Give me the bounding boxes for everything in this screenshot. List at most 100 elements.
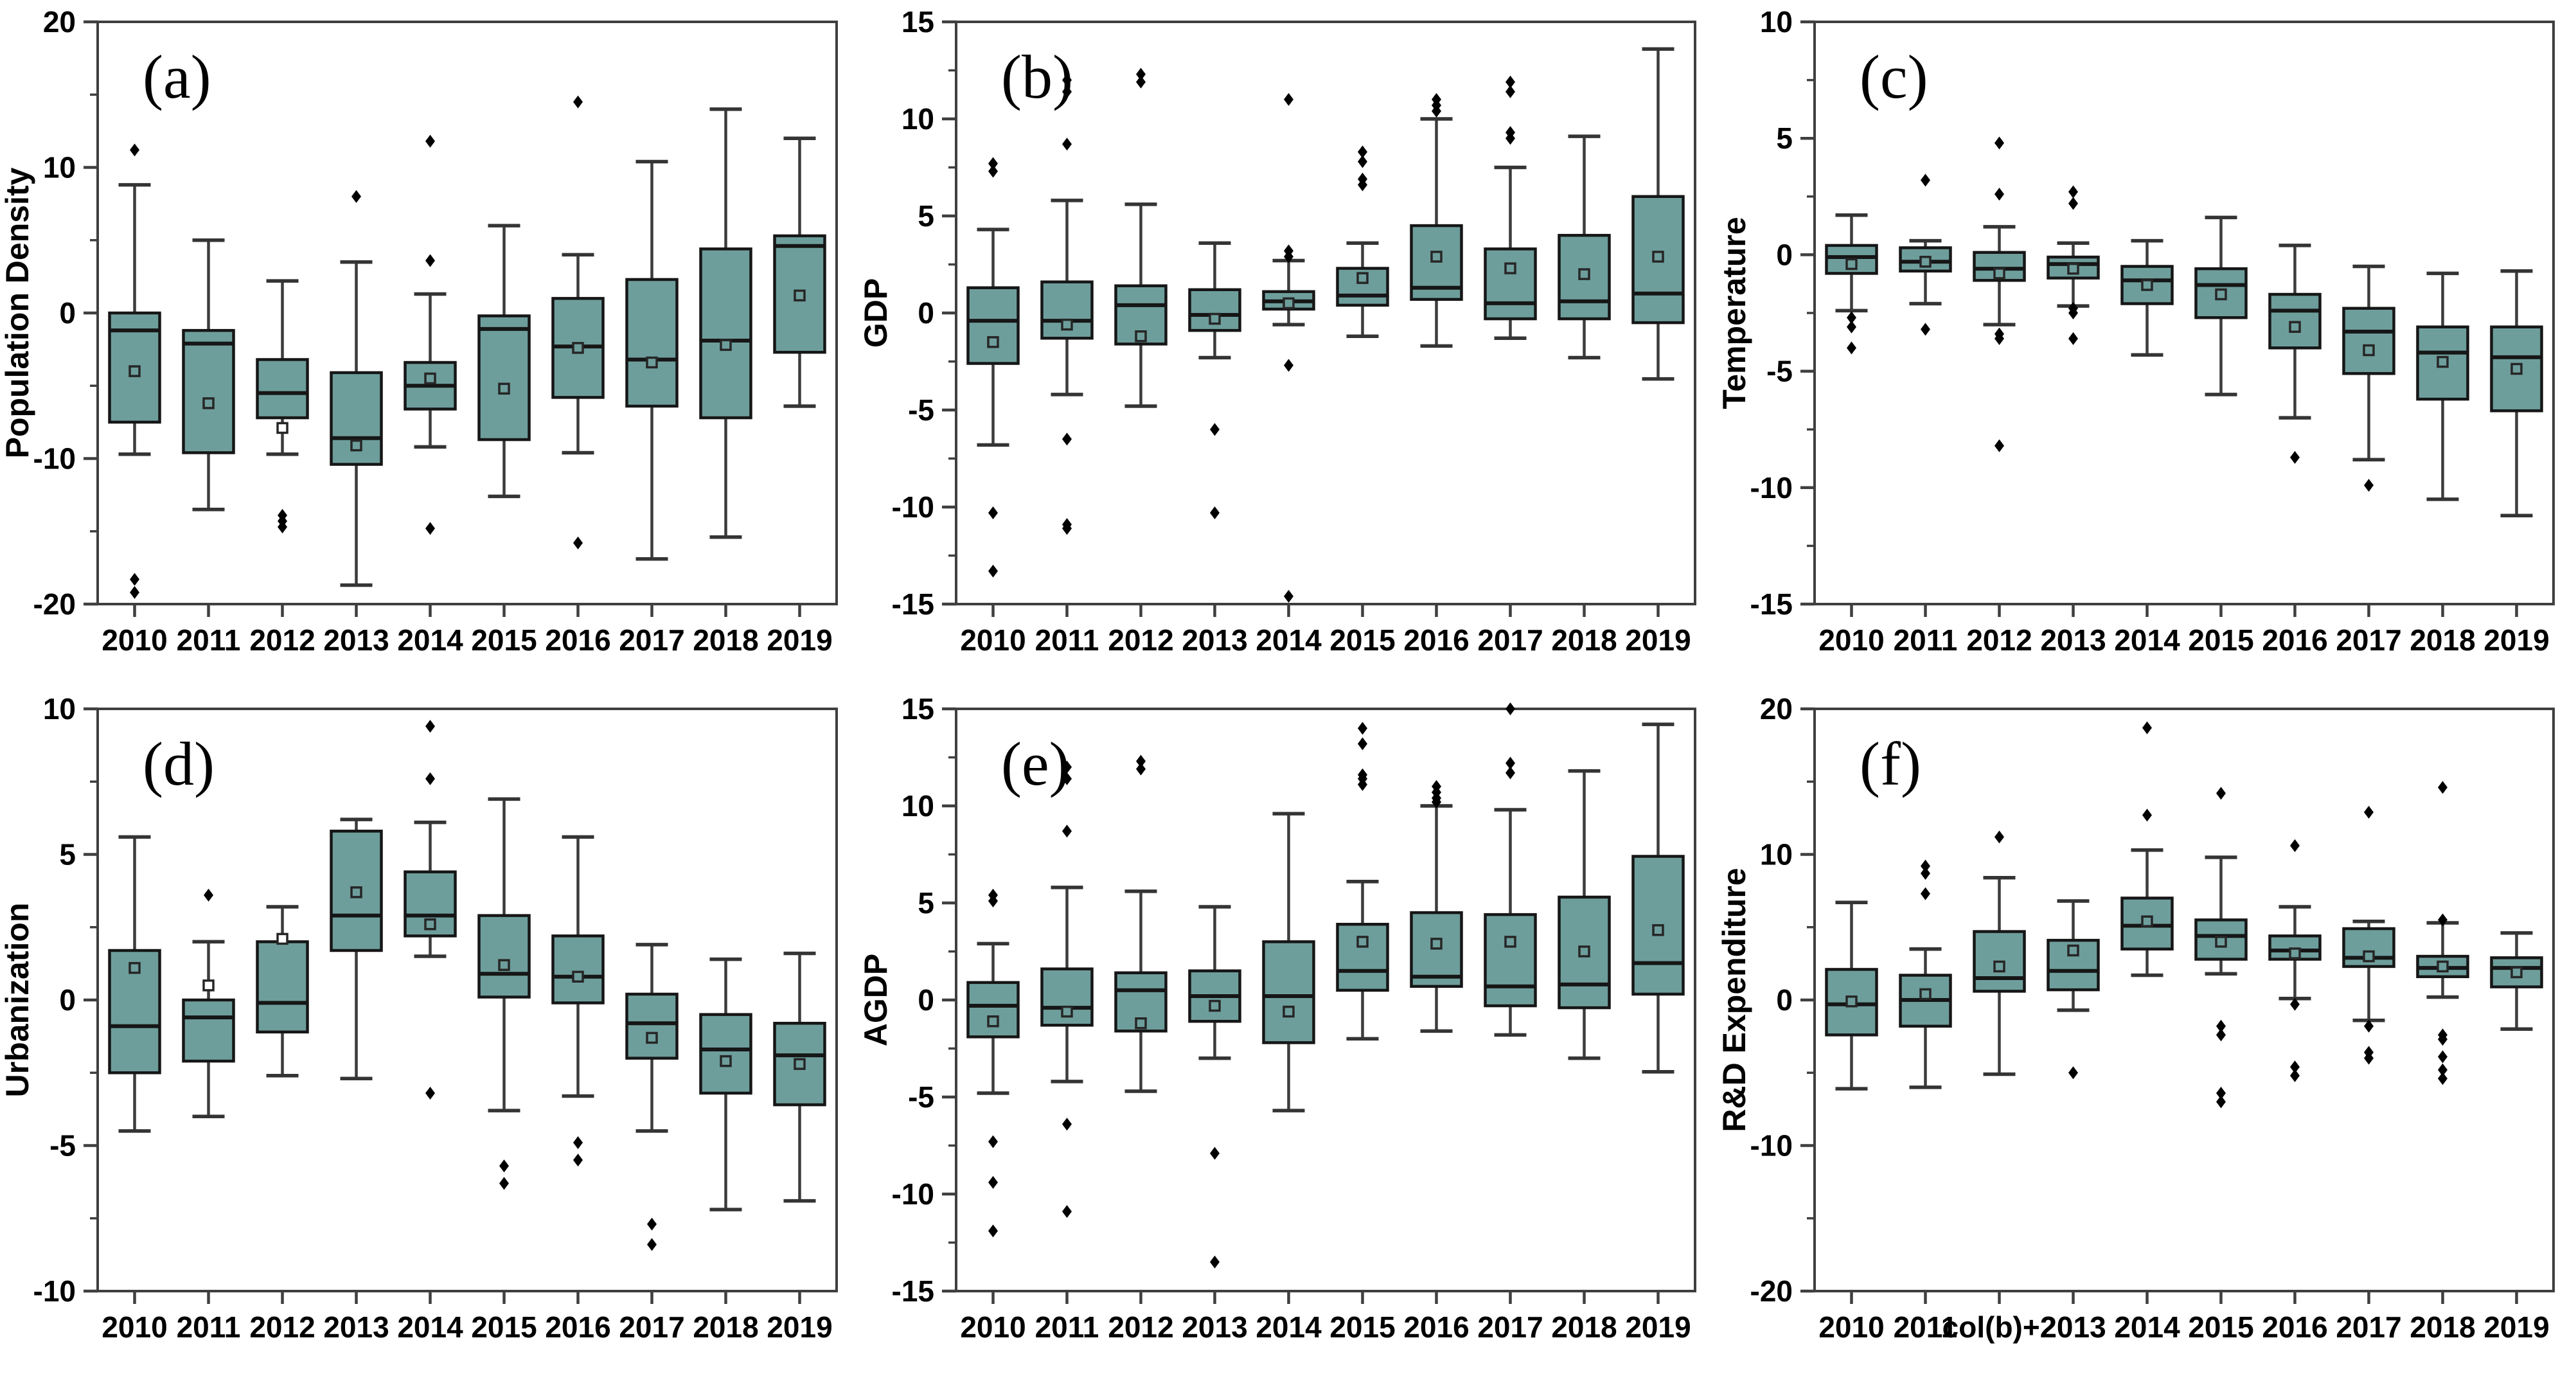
box-group-2014 — [2120, 238, 2174, 357]
mean-marker — [1356, 936, 1369, 948]
box-group-2013 — [1188, 241, 1241, 520]
mean-marker — [498, 382, 510, 395]
outlier-diamond — [2216, 1095, 2226, 1109]
outlier-diamond — [2364, 479, 2374, 492]
mean-marker — [987, 1015, 999, 1028]
x-tick-label: 2014 — [2114, 1310, 2180, 1344]
outlier-diamond — [351, 190, 361, 203]
panel-c: 10 5 0 -5 -10 -15 2010 2011 2012 2013 2014 2015 2016… — [1717, 0, 2575, 687]
outlier-diamond — [988, 1135, 998, 1148]
box-group-2019 — [773, 951, 826, 1203]
outlier-diamond — [573, 1154, 583, 1167]
y-tick-label: 5 — [918, 199, 934, 233]
outlier-diamond — [425, 522, 435, 535]
outlier-diamond — [1136, 67, 1146, 81]
outlier-diamond — [988, 157, 998, 170]
box-group-2018 — [699, 107, 752, 539]
box-group-2011 — [182, 888, 235, 1118]
mean-marker — [350, 886, 362, 898]
mean-marker — [129, 961, 141, 974]
x-tick-label: 2013 — [1182, 1310, 1247, 1344]
y-tick-label: -10 — [33, 1274, 76, 1308]
x-tick-label: 2018 — [693, 623, 758, 657]
x-tick-label: 2016 — [1403, 623, 1469, 657]
outlier-diamond — [2068, 307, 2078, 319]
x-tick-label: 2010 — [1818, 1310, 1884, 1344]
y-tick-label: -5 — [49, 1129, 76, 1163]
outlier-diamond — [499, 1177, 509, 1190]
outlier-diamond — [2216, 1028, 2226, 1042]
mean-marker — [2289, 947, 2301, 959]
x-tick-label: 2012 — [1108, 623, 1173, 657]
y-tick-label: 15 — [902, 5, 934, 39]
x-tick-label: 2019 — [2483, 1310, 2549, 1344]
mean-marker — [1209, 312, 1221, 325]
mean-marker — [2215, 936, 2227, 948]
outlier-diamond — [1062, 73, 1072, 87]
x-tick-label: 2010 — [1818, 623, 1884, 657]
outlier-diamond — [1921, 859, 1930, 873]
x-tick-label: 2010 — [102, 1310, 167, 1344]
x-tick-label: 2014 — [2114, 623, 2180, 657]
outlier-diamond — [2290, 839, 2300, 852]
box-group-2017 — [625, 943, 679, 1251]
box-group-2013 — [1188, 905, 1241, 1269]
outlier-diamond — [988, 894, 998, 907]
outlier-diamond — [1358, 145, 1367, 159]
x-tick-label: 2013 — [323, 623, 389, 657]
outlier-diamond — [1210, 423, 1220, 436]
outlier-diamond — [130, 143, 139, 157]
mean-marker — [2141, 915, 2153, 927]
box-group-2016 — [1410, 780, 1463, 1033]
outlier-diamond — [1506, 702, 1515, 715]
x-tick-label: 2014 — [397, 623, 463, 657]
mean-marker — [1135, 330, 1147, 343]
box-group-2013 — [330, 190, 383, 587]
outlier-diamond — [1062, 1205, 1072, 1218]
y-tick-label: 10 — [43, 692, 76, 726]
mean-marker — [2141, 279, 2153, 291]
outlier-diamond — [2290, 1060, 2300, 1074]
mean-marker — [2510, 966, 2523, 979]
outlier-diamond — [1506, 766, 1515, 780]
y-axis-title: Urbanization — [0, 903, 35, 1098]
mean-marker — [2510, 362, 2523, 375]
mean-marker — [1919, 988, 1932, 1001]
mean-marker — [1135, 1017, 1147, 1030]
mean-marker — [2437, 355, 2449, 368]
outlier-diamond — [2068, 185, 2078, 199]
mean-marker — [1919, 256, 1932, 268]
x-tick-label: 2013 — [2040, 623, 2106, 657]
mean-marker — [1209, 999, 1221, 1012]
y-tick-label: 0 — [918, 983, 934, 1017]
x-tick-label: 2014 — [1256, 1310, 1322, 1344]
outlier-diamond — [2364, 805, 2374, 819]
outlier-diamond — [573, 1136, 583, 1149]
outlier-diamond — [1284, 359, 1293, 372]
mean-marker — [2289, 321, 2301, 333]
mean-marker — [202, 397, 215, 409]
iqr-box — [1262, 940, 1315, 1044]
x-tick-label: 2018 — [1551, 1310, 1617, 1344]
x-tick-label: 2012 — [249, 623, 315, 657]
box-group-2013 — [2047, 185, 2100, 345]
y-tick-label: 10 — [1760, 5, 1793, 39]
box-group-2019 — [1631, 47, 1685, 381]
outlier-diamond — [1921, 174, 1930, 187]
outlier-diamond — [2068, 332, 2078, 345]
box-group-2014 — [404, 134, 457, 535]
outlier-diamond — [1506, 85, 1515, 98]
iqr-box — [256, 358, 309, 420]
outlier-diamond — [2290, 451, 2300, 464]
mean-marker — [424, 372, 436, 385]
mean-marker — [1578, 268, 1590, 280]
iqr-box — [966, 286, 1020, 365]
x-tick-label: 2011 — [177, 623, 241, 657]
y-tick-label: -10 — [892, 1177, 934, 1211]
x-tick-label: 2017 — [619, 623, 684, 657]
outlier-diamond — [1062, 772, 1072, 785]
mean-marker — [572, 342, 584, 354]
mean-marker — [646, 356, 658, 369]
iqr-box — [625, 992, 679, 1060]
